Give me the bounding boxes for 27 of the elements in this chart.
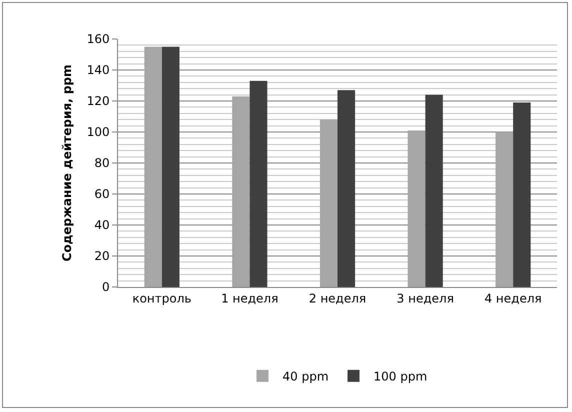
bar	[232, 96, 250, 287]
x-tick-label: 1 неделя	[221, 291, 278, 306]
y-tick-label: 140	[86, 63, 110, 78]
x-tick-label: контроль	[132, 291, 192, 306]
bar	[338, 90, 356, 287]
y-tick-label: 60	[94, 187, 110, 202]
bar	[496, 132, 514, 287]
x-tick-label: 2 неделя	[308, 291, 366, 306]
y-tick-label: 0	[102, 280, 110, 294]
bar	[144, 46, 162, 287]
y-tick-label: 40	[94, 218, 110, 232]
bar	[425, 94, 443, 287]
y-tick-label: 20	[94, 249, 110, 264]
legend-label: 40 ppm	[282, 370, 329, 384]
x-tick-label: 4 неделя	[484, 291, 542, 306]
bar	[250, 80, 268, 287]
y-tick-label: 100	[86, 125, 110, 140]
bar	[513, 102, 531, 287]
bar	[320, 120, 338, 287]
bar	[408, 130, 426, 287]
legend-label: 100 ppm	[374, 370, 428, 384]
y-tick-label: 120	[86, 94, 110, 108]
x-tick-label: 3 неделя	[396, 291, 454, 306]
bar	[162, 46, 180, 287]
y-tick-label: 80	[94, 156, 110, 170]
y-tick-label: 160	[86, 32, 110, 46]
y-axis-title: Содержание дейтерия, ppm	[60, 64, 74, 262]
